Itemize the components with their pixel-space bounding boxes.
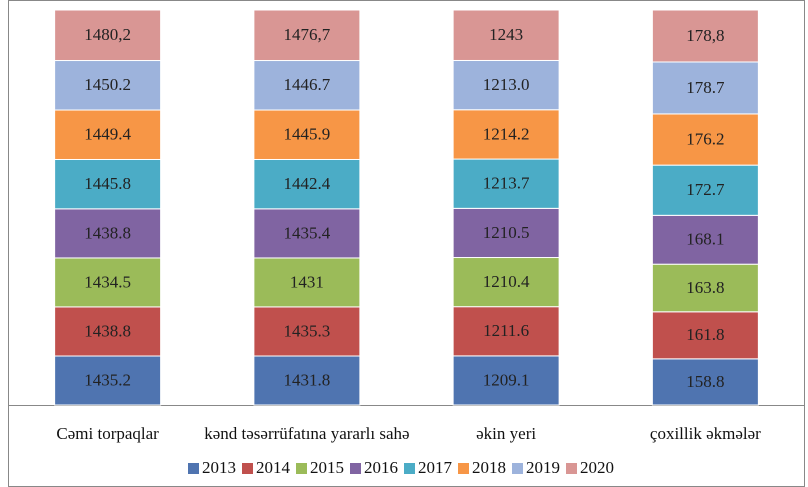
bar-segment [54,306,162,357]
data-label: 1209.1 [483,370,530,389]
bar-segment [253,257,361,308]
data-label: 1431.8 [284,370,331,389]
data-label: 1435.3 [284,321,331,340]
legend-item: 2014 [242,458,290,478]
bar-segment [651,358,759,406]
bar-segment [651,311,759,360]
legend-swatch [458,462,469,474]
legend-label: 2018 [472,458,506,477]
bar-segment [651,61,759,115]
data-label: 1450.2 [84,75,131,94]
bar-segment [452,306,560,357]
data-label: 1438.8 [84,223,131,242]
x-tick-label: çoxillik əkmələr [649,424,761,443]
bar-segment [253,306,361,357]
legend-label: 2020 [580,458,614,477]
bar-segment [651,113,759,166]
data-label: 1449.4 [84,125,131,144]
data-label: 1211.6 [483,321,529,340]
bar-segment [452,9,560,61]
data-label: 1480,2 [84,25,131,44]
data-label: 161.8 [686,325,724,344]
legend-item: 2017 [404,458,452,478]
legend-item: 2020 [566,458,614,478]
legend-item: 2013 [188,458,236,478]
data-label: 1446.7 [284,75,331,94]
data-label: 1434.5 [84,272,131,291]
legend-item: 2019 [512,458,560,478]
data-label: 1214.2 [483,124,530,143]
bar-segment [651,9,759,63]
bar-segment [253,158,361,210]
bar-segment [452,109,560,160]
data-label: 1243 [489,25,523,44]
data-label: 1445.9 [284,125,331,144]
bar-segment [54,208,162,259]
bar-segment [452,355,560,406]
bar-segment [651,263,759,313]
bar-segment [452,207,560,259]
data-label: 176.2 [686,129,724,148]
bar-segment [54,60,162,111]
bar-segment [452,158,560,209]
legend-swatch [296,462,307,474]
bar-segment [54,9,162,62]
data-label: 168.1 [686,230,724,249]
legend-item: 2018 [458,458,506,478]
bar-segment [452,59,560,111]
legend-item: 2015 [296,458,344,478]
bar-segment [54,257,162,308]
data-label: 163.8 [686,278,724,297]
legend-swatch [566,462,577,474]
legend-swatch [404,462,415,474]
data-label: 1476,7 [284,25,331,44]
legend-label: 2013 [202,458,236,477]
legend-item: 2016 [350,458,398,478]
legend: 2013 2014 2015 2016 2017 2018 2019 2020 [0,458,808,478]
data-label: 1442.4 [284,174,331,193]
data-label: 1445.8 [84,174,131,193]
bar-segment [54,355,162,406]
legend-swatch [512,462,523,474]
bar-segment [253,109,361,160]
bar-segment [54,158,162,210]
data-label: 172.7 [686,180,725,199]
x-tick-label: kənd təsərrüfatına yararlı sahə [204,424,410,443]
bar-segment [253,60,361,111]
data-label: 1435.4 [284,223,331,242]
legend-swatch [350,462,361,474]
bar-segment [253,208,361,259]
data-label: 1431 [290,272,324,291]
legend-label: 2019 [526,458,560,477]
bar-segment [651,164,759,216]
data-label: 1210.4 [483,272,530,291]
data-label: 1438.8 [84,321,131,340]
data-label: 1213.7 [483,174,530,193]
data-label: 178,8 [686,26,724,45]
data-label: 158.8 [686,372,724,391]
legend-label: 2015 [310,458,344,477]
legend-label: 2014 [256,458,290,477]
data-label: 178.7 [686,78,725,97]
data-label: 1435.2 [84,370,131,389]
bar-segment [54,109,162,160]
data-label: 1210.5 [483,223,530,242]
data-label: 1213.0 [483,75,530,94]
legend-swatch [242,462,253,474]
x-tick-label: əkin yeri [476,424,537,443]
legend-label: 2016 [364,458,398,477]
bar-segment [253,9,361,62]
legend-label: 2017 [418,458,452,477]
legend-swatch [188,462,199,474]
x-tick-label: Cəmi torpaqlar [56,424,159,443]
